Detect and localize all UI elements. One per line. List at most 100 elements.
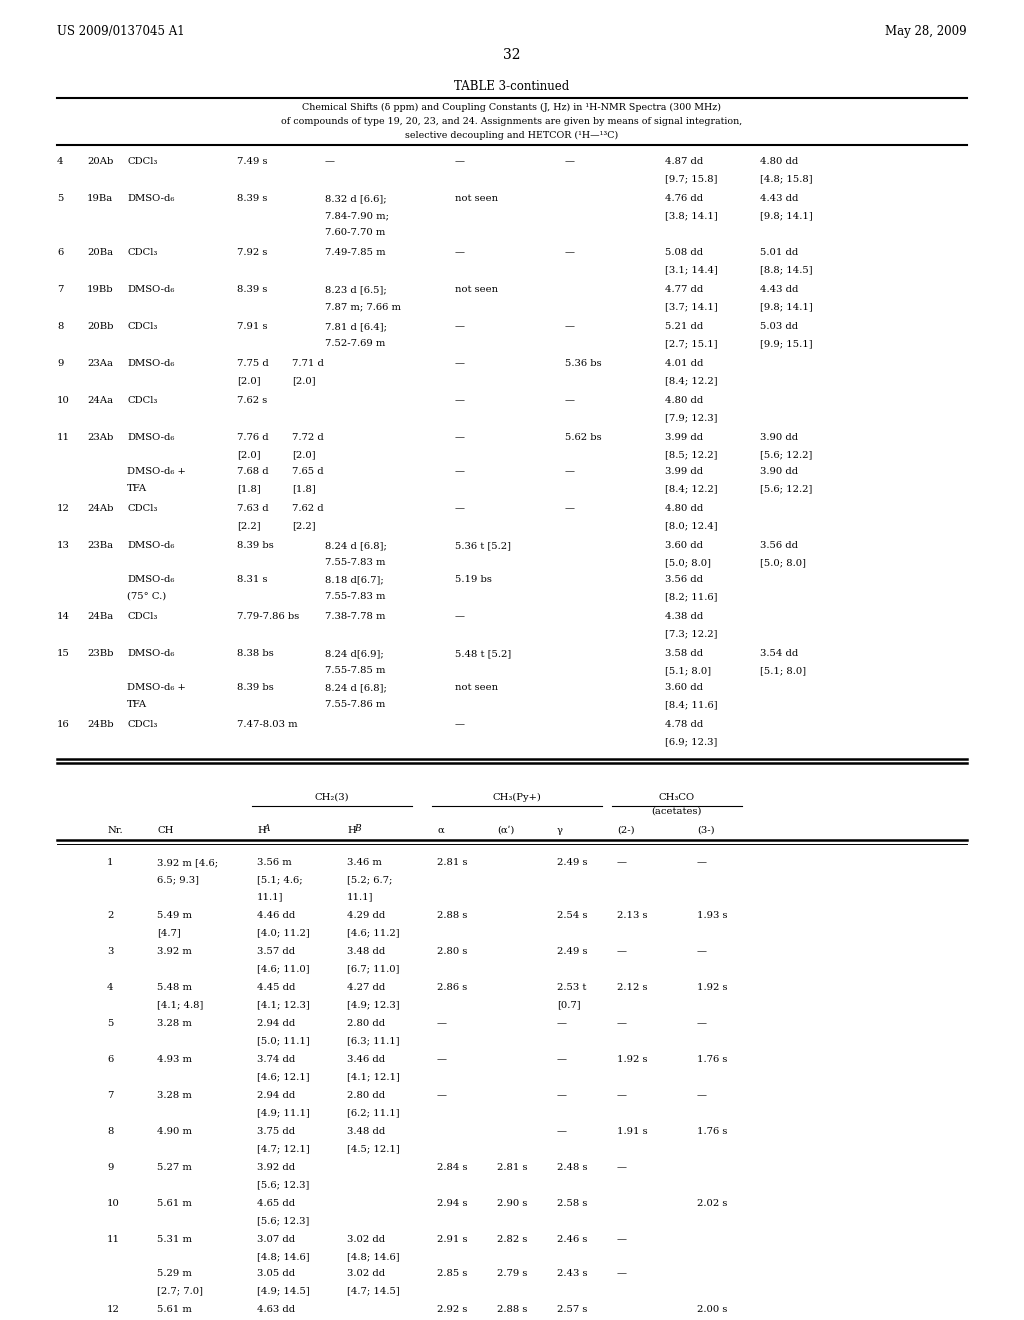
Text: —: —	[455, 719, 465, 729]
Text: 8: 8	[57, 322, 63, 331]
Text: [4.0; 11.2]: [4.0; 11.2]	[257, 928, 309, 937]
Text: 5.31 m: 5.31 m	[157, 1236, 193, 1243]
Text: [3.1; 14.4]: [3.1; 14.4]	[665, 265, 718, 275]
Text: 2.46 s: 2.46 s	[557, 1236, 588, 1243]
Text: 7.52-7.69 m: 7.52-7.69 m	[325, 339, 385, 348]
Text: 5.48 m: 5.48 m	[157, 983, 193, 993]
Text: Chemical Shifts (δ ppm) and Coupling Constants (J, Hz) in ¹H-NMR Spectra (300 MH: Chemical Shifts (δ ppm) and Coupling Con…	[302, 103, 722, 112]
Text: 8.38 bs: 8.38 bs	[237, 649, 273, 657]
Text: —: —	[437, 1092, 447, 1100]
Text: [4.8; 15.8]: [4.8; 15.8]	[760, 174, 813, 183]
Text: 2.48 s: 2.48 s	[557, 1163, 588, 1172]
Text: α: α	[437, 826, 443, 836]
Text: 5.19 bs: 5.19 bs	[455, 576, 492, 583]
Text: 5.49 m: 5.49 m	[157, 911, 193, 920]
Text: [8.2; 11.6]: [8.2; 11.6]	[665, 591, 718, 601]
Text: selective decoupling and HETCOR (¹H—¹³C): selective decoupling and HETCOR (¹H—¹³C)	[406, 131, 618, 140]
Text: [4.9; 11.1]: [4.9; 11.1]	[257, 1107, 310, 1117]
Text: 4: 4	[106, 983, 114, 993]
Text: —: —	[617, 1019, 627, 1028]
Text: 1.91 s: 1.91 s	[617, 1127, 647, 1137]
Text: —: —	[617, 946, 627, 956]
Text: 2.80 s: 2.80 s	[437, 946, 467, 956]
Text: [5.1; 8.0]: [5.1; 8.0]	[665, 667, 711, 675]
Text: H: H	[257, 826, 266, 836]
Text: 3.74 dd: 3.74 dd	[257, 1055, 295, 1064]
Text: 6: 6	[57, 248, 63, 257]
Text: —: —	[557, 1055, 567, 1064]
Text: 7.49-7.85 m: 7.49-7.85 m	[325, 248, 386, 257]
Text: 1.76 s: 1.76 s	[697, 1055, 727, 1064]
Text: [5.0; 8.0]: [5.0; 8.0]	[760, 558, 806, 568]
Text: 1: 1	[106, 858, 114, 867]
Text: 7.38-7.78 m: 7.38-7.78 m	[325, 612, 385, 620]
Text: 3.56 dd: 3.56 dd	[760, 541, 798, 550]
Text: 8.32 d [6.6];: 8.32 d [6.6];	[325, 194, 387, 203]
Text: —: —	[437, 1019, 447, 1028]
Text: [1.8]: [1.8]	[292, 484, 315, 492]
Text: [4.7; 14.5]: [4.7; 14.5]	[347, 1286, 399, 1295]
Text: 8.39 bs: 8.39 bs	[237, 541, 273, 550]
Text: 7.84-7.90 m;: 7.84-7.90 m;	[325, 211, 389, 220]
Text: 5.61 m: 5.61 m	[157, 1199, 191, 1208]
Text: DMSO-d₆ +: DMSO-d₆ +	[127, 467, 185, 477]
Text: CDCl₃: CDCl₃	[127, 504, 158, 513]
Text: 5.36 bs: 5.36 bs	[565, 359, 602, 368]
Text: —: —	[565, 504, 575, 513]
Text: TFA: TFA	[127, 700, 147, 709]
Text: of compounds of type 19, 20, 23, and 24. Assignments are given by means of signa: of compounds of type 19, 20, 23, and 24.…	[282, 117, 742, 125]
Text: 23Bb: 23Bb	[87, 649, 114, 657]
Text: 24Bb: 24Bb	[87, 719, 114, 729]
Text: [8.8; 14.5]: [8.8; 14.5]	[760, 265, 813, 275]
Text: 4.90 m: 4.90 m	[157, 1127, 193, 1137]
Text: 2.54 s: 2.54 s	[557, 911, 588, 920]
Text: 4.77 dd: 4.77 dd	[665, 285, 703, 294]
Text: —: —	[455, 504, 465, 513]
Text: 2.12 s: 2.12 s	[617, 983, 647, 993]
Text: 7.68 d: 7.68 d	[237, 467, 268, 477]
Text: 4.80 dd: 4.80 dd	[665, 504, 703, 513]
Text: [2.0]: [2.0]	[237, 376, 261, 385]
Text: [4.1; 4.8]: [4.1; 4.8]	[157, 1001, 204, 1008]
Text: 10: 10	[106, 1199, 120, 1208]
Text: 4.01 dd: 4.01 dd	[665, 359, 703, 368]
Text: 2.81 s: 2.81 s	[437, 858, 468, 867]
Text: US 2009/0137045 A1: US 2009/0137045 A1	[57, 25, 184, 38]
Text: 2.85 s: 2.85 s	[437, 1269, 467, 1278]
Text: [4.6; 11.0]: [4.6; 11.0]	[257, 964, 309, 973]
Text: [8.4; 12.2]: [8.4; 12.2]	[665, 376, 718, 385]
Text: [2.7; 15.1]: [2.7; 15.1]	[665, 339, 718, 348]
Text: 23Ba: 23Ba	[87, 541, 113, 550]
Text: [9.8; 14.1]: [9.8; 14.1]	[760, 211, 813, 220]
Text: CH₃(Py+): CH₃(Py+)	[493, 793, 542, 803]
Text: 3.46 dd: 3.46 dd	[347, 1055, 385, 1064]
Text: 11: 11	[57, 433, 70, 442]
Text: 4.80 dd: 4.80 dd	[760, 157, 799, 166]
Text: 2.86 s: 2.86 s	[437, 983, 467, 993]
Text: 11.1]: 11.1]	[347, 892, 374, 902]
Text: (2-): (2-)	[617, 826, 635, 836]
Text: [8.4; 11.6]: [8.4; 11.6]	[665, 700, 718, 709]
Text: —: —	[565, 248, 575, 257]
Text: —: —	[557, 1127, 567, 1137]
Text: May 28, 2009: May 28, 2009	[886, 25, 967, 38]
Text: [1.8]: [1.8]	[237, 484, 261, 492]
Text: 3.28 m: 3.28 m	[157, 1092, 191, 1100]
Text: 3.05 dd: 3.05 dd	[257, 1269, 295, 1278]
Text: CDCl₃: CDCl₃	[127, 719, 158, 729]
Text: 4.38 dd: 4.38 dd	[665, 612, 703, 620]
Text: —: —	[455, 322, 465, 331]
Text: 9: 9	[57, 359, 63, 368]
Text: B: B	[354, 824, 360, 833]
Text: —: —	[617, 1163, 627, 1172]
Text: [4.6; 12.1]: [4.6; 12.1]	[257, 1072, 309, 1081]
Text: A: A	[264, 824, 270, 833]
Text: —: —	[455, 248, 465, 257]
Text: 7: 7	[106, 1092, 114, 1100]
Text: [6.7; 11.0]: [6.7; 11.0]	[347, 964, 399, 973]
Text: 7.62 d: 7.62 d	[292, 504, 324, 513]
Text: 15: 15	[57, 649, 70, 657]
Text: 2.90 s: 2.90 s	[497, 1199, 527, 1208]
Text: [4.5; 12.1]: [4.5; 12.1]	[347, 1144, 399, 1152]
Text: —: —	[557, 1019, 567, 1028]
